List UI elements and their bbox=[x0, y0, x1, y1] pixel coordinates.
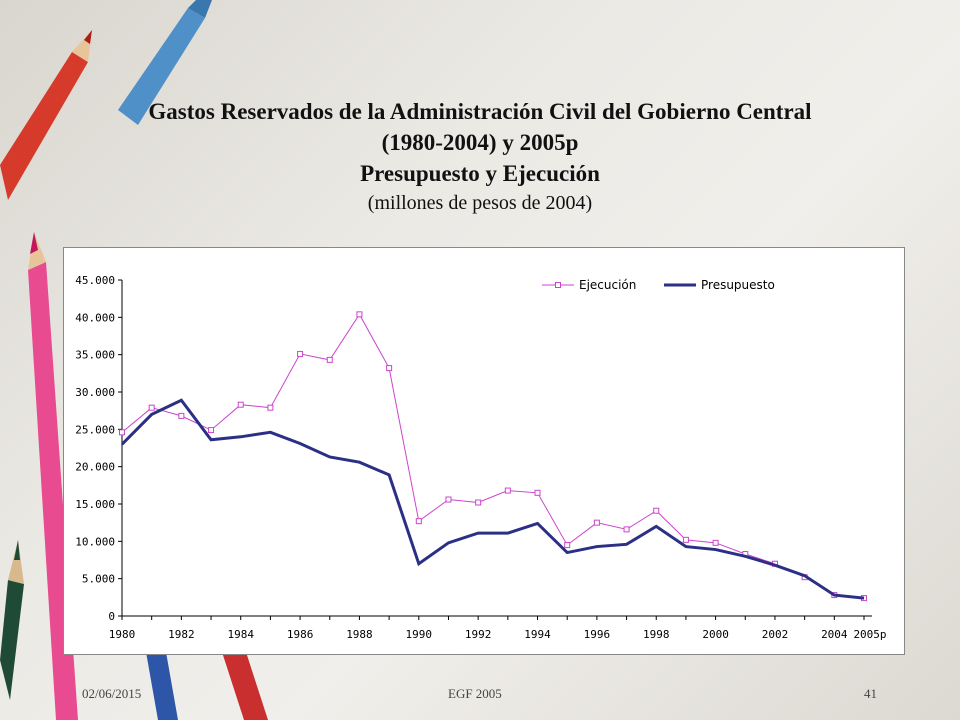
x-tick-label: 1992 bbox=[465, 628, 492, 641]
legend-marker-ejecucion bbox=[555, 282, 561, 288]
footer-page-number: 41 bbox=[864, 686, 877, 701]
x-tick-label: 1986 bbox=[287, 628, 314, 641]
data-point-ejecucion bbox=[534, 489, 541, 496]
x-tick-label: 1990 bbox=[406, 628, 433, 641]
title-line-3: Presupuesto y Ejecución bbox=[360, 161, 600, 186]
x-tick-label: 2000 bbox=[702, 628, 729, 641]
data-point-ejecucion bbox=[593, 519, 600, 526]
y-tick-label: 35.000 bbox=[75, 349, 115, 362]
data-point-ejecucion bbox=[564, 542, 571, 549]
footer-center: EGF 2005 bbox=[448, 686, 502, 701]
y-tick-label: 5.000 bbox=[82, 573, 115, 586]
x-tick-label: 2005p bbox=[853, 628, 886, 641]
x-tick-label: 1982 bbox=[168, 628, 195, 641]
y-tick-label: 15.000 bbox=[75, 498, 115, 511]
bottom-red-pencil-image bbox=[222, 652, 268, 720]
data-point-ejecucion bbox=[356, 311, 363, 318]
y-tick-label: 20.000 bbox=[75, 461, 115, 474]
title-line-2: (1980-2004) y 2005p bbox=[381, 130, 579, 155]
bottom-blue-pencil-image bbox=[146, 652, 178, 720]
x-tick-label: 1998 bbox=[643, 628, 670, 641]
x-tick-label: 2004 bbox=[821, 628, 848, 641]
y-tick-label: 10.000 bbox=[75, 535, 115, 548]
x-tick-label: 2002 bbox=[762, 628, 789, 641]
line-chart: 0 5.000 10.000 15.000 20.000 25.000 30.000 35.0… bbox=[75, 274, 886, 641]
y-tick-label: 25.000 bbox=[75, 423, 115, 436]
data-point-ejecucion bbox=[326, 356, 333, 363]
data-point-ejecucion bbox=[504, 487, 511, 494]
data-point-ejecucion bbox=[682, 536, 689, 543]
green-pencil-image bbox=[0, 540, 24, 700]
data-point-ejecucion bbox=[297, 350, 304, 357]
data-point-ejecucion bbox=[415, 518, 422, 525]
data-point-ejecucion bbox=[178, 412, 185, 419]
legend-label-presupuesto: Presupuesto bbox=[701, 278, 775, 292]
data-point-ejecucion bbox=[712, 539, 719, 546]
data-point-ejecucion bbox=[623, 526, 630, 533]
chart-panel: 0 5.000 10.000 15.000 20.000 25.000 30.000 35.0… bbox=[63, 247, 905, 655]
y-tick-label: 0 bbox=[108, 610, 115, 623]
y-tick-label: 40.000 bbox=[75, 311, 115, 324]
blue-pencil-image bbox=[118, 0, 212, 125]
series-line-presupuesto bbox=[120, 398, 865, 600]
data-point-ejecucion bbox=[475, 499, 482, 506]
data-point-ejecucion bbox=[148, 404, 155, 411]
slide-title: Gastos Reservados de la Administración C… bbox=[0, 96, 960, 217]
data-point-ejecucion bbox=[208, 427, 215, 434]
x-tick-label: 1996 bbox=[584, 628, 611, 641]
data-point-ejecucion bbox=[237, 401, 244, 408]
data-point-ejecucion bbox=[386, 365, 393, 372]
y-tick-label: 45.000 bbox=[75, 274, 115, 287]
title-units: (millones de pesos de 2004) bbox=[367, 192, 593, 214]
x-tick-label: 1984 bbox=[227, 628, 254, 641]
x-tick-label: 1980 bbox=[109, 628, 136, 641]
footer-date: 02/06/2015 bbox=[82, 686, 142, 701]
data-point-ejecucion bbox=[119, 429, 125, 436]
x-tick-label: 1988 bbox=[346, 628, 373, 641]
data-point-ejecucion bbox=[653, 507, 660, 514]
red-pencil-image bbox=[0, 30, 92, 200]
series-line-ejecucion bbox=[121, 313, 865, 599]
legend-label-ejecucion: Ejecución bbox=[579, 278, 636, 292]
data-point-ejecucion bbox=[267, 404, 274, 411]
data-point-ejecucion bbox=[445, 496, 452, 503]
title-line-1: Gastos Reservados de la Administración C… bbox=[148, 99, 812, 124]
y-tick-label: 30.000 bbox=[75, 386, 115, 399]
x-tick-label: 1994 bbox=[524, 628, 551, 641]
